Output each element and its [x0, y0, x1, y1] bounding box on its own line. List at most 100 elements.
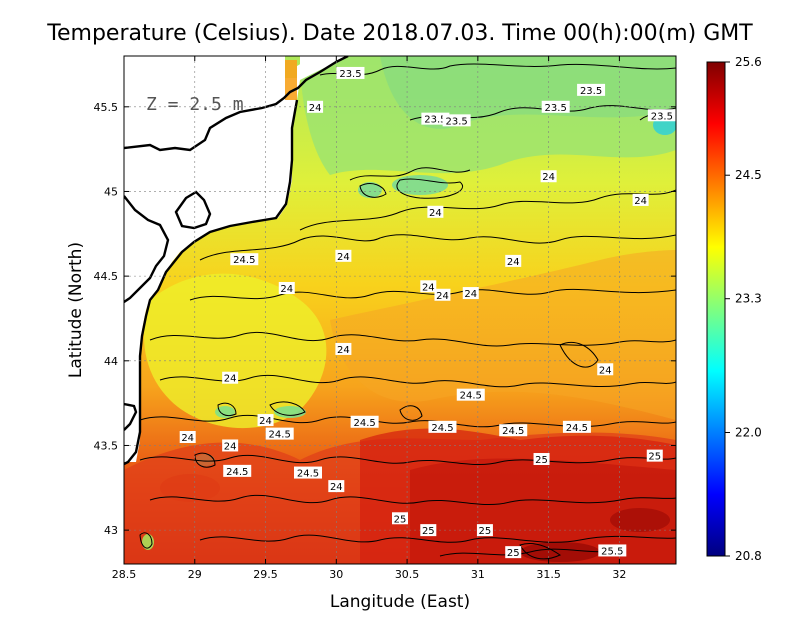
contour-label: 24 [462, 287, 479, 300]
contour-label-text: 24 [181, 433, 194, 444]
contour-label-text: 24 [507, 257, 520, 268]
y-tick-label: 45.5 [94, 101, 119, 114]
contour-label: 24 [540, 170, 557, 183]
contour-label-box [632, 193, 649, 206]
contour-label-box [505, 254, 522, 267]
colorbar-ticks: 25.6 24.5 23.3 22.0 20.8 [725, 55, 762, 563]
contour-label: 23.5 [421, 112, 450, 126]
contour-label: 25 [420, 524, 437, 537]
contour-label-text: 24.5 [226, 467, 248, 478]
x-tick-label: 31.5 [536, 568, 561, 581]
contour-label: 24.5 [350, 415, 379, 429]
contour-label: 24 [328, 480, 345, 493]
contour-label: 24.5 [562, 420, 591, 434]
contour-label-text: 25 [394, 514, 407, 525]
contour-label-box [421, 112, 450, 125]
contour-label-box [646, 449, 663, 462]
contour-label: 23.5 [442, 114, 471, 127]
contour-label-text: 23.5 [339, 69, 361, 80]
contour-label: 25 [392, 512, 408, 525]
contour-label-text: 25 [422, 526, 435, 537]
contour-label-box [335, 249, 352, 262]
plot-frame [123, 55, 677, 565]
contour-label-text: 24 [422, 282, 435, 293]
contour-label-text: 24.5 [566, 423, 588, 434]
colorbar-tick-label: 24.5 [735, 168, 762, 182]
contour-label-text: 24.5 [233, 255, 255, 266]
contour-label-box [222, 371, 239, 384]
contour-label: 24 [597, 363, 614, 376]
contour-label-box [428, 420, 457, 433]
contour-label: 24.5 [456, 388, 485, 402]
contour-label: 24.5 [223, 464, 252, 478]
contour-label-text: 24 [599, 365, 612, 376]
contour-label: 24 [222, 439, 239, 452]
contour-label: 24 [335, 249, 352, 263]
contour-label-text: 23.5 [651, 111, 673, 122]
x-tick-label: 29 [188, 568, 202, 581]
contour-label-text: 25 [648, 452, 661, 463]
contour-label-text: 24 [224, 441, 237, 452]
contour-label-box [179, 431, 196, 443]
contour-label: 24 [335, 342, 352, 356]
contour-label: 23.5 [647, 109, 676, 122]
contour-label: 24 [222, 371, 239, 385]
contour-label-box [456, 388, 485, 401]
x-axis-ticks: 28.5 29 29.5 30 30.5 31 31.5 32 [112, 56, 626, 581]
contour-label-box [442, 114, 471, 127]
contour-label-box [427, 205, 444, 218]
contour-label-text: 24 [436, 291, 449, 302]
contour-label: 23.5 [541, 100, 570, 114]
contour-label-text: 24.5 [353, 418, 375, 429]
contour-label-box [533, 453, 550, 466]
colorbar-tick-label: 25.6 [735, 55, 762, 69]
graticule [124, 56, 676, 564]
y-tick-label: 43.5 [94, 439, 119, 452]
contour-label-box [350, 415, 379, 428]
colorbar-tick-label: 22.0 [735, 426, 762, 440]
contour-label-box [335, 342, 352, 355]
contour-label-box [598, 544, 627, 557]
contour-label: 24 [257, 414, 274, 427]
land-area [124, 56, 307, 462]
contour-label: 25.5 [598, 544, 627, 557]
contour-label-text: 24.5 [297, 469, 319, 480]
contour-label-box [257, 414, 274, 427]
contour-label-box [597, 363, 614, 376]
contour-label-box [392, 512, 408, 525]
contour-label-text: 24 [429, 208, 442, 219]
contour-label: 25 [646, 449, 663, 463]
x-tick-label: 30.5 [395, 568, 420, 581]
depth-label: Z = 2.5 m [146, 94, 244, 115]
y-axis-label: Latitude (North) [66, 242, 86, 378]
temperature-field [124, 56, 676, 564]
x-tick-label: 30 [329, 568, 343, 581]
contour-label-box [540, 170, 557, 183]
contour-label-box [420, 280, 437, 293]
contour-label: 24 [427, 205, 444, 219]
contour-label: 24 [505, 254, 522, 268]
contour-label-text: 23.5 [424, 115, 446, 126]
contour-label-box [328, 480, 345, 493]
contour-label: 23.5 [336, 66, 365, 80]
contour-label: 24.5 [428, 420, 457, 434]
contour-label: 24 [420, 280, 437, 293]
contour-label: 24 [434, 288, 451, 302]
contour-label-box [222, 439, 239, 452]
colorbar-tick-label: 23.3 [735, 292, 762, 306]
contour-label-text: 24 [542, 172, 555, 183]
contour-label: 24.5 [499, 424, 528, 437]
contour-label-box [541, 100, 570, 113]
contour-label-text: 24 [337, 345, 350, 356]
contour-label-text: 24 [280, 284, 293, 295]
contour-label: 24 [179, 431, 196, 444]
y-tick-label: 45 [104, 185, 118, 198]
contour-label-box [505, 546, 522, 559]
contour-label-text: 25.5 [601, 546, 623, 557]
x-tick-label: 29.5 [253, 568, 278, 581]
colorbar-tick-label: 20.8 [735, 549, 762, 563]
y-tick-label: 44.5 [94, 270, 119, 283]
contour-label-box [278, 281, 295, 294]
